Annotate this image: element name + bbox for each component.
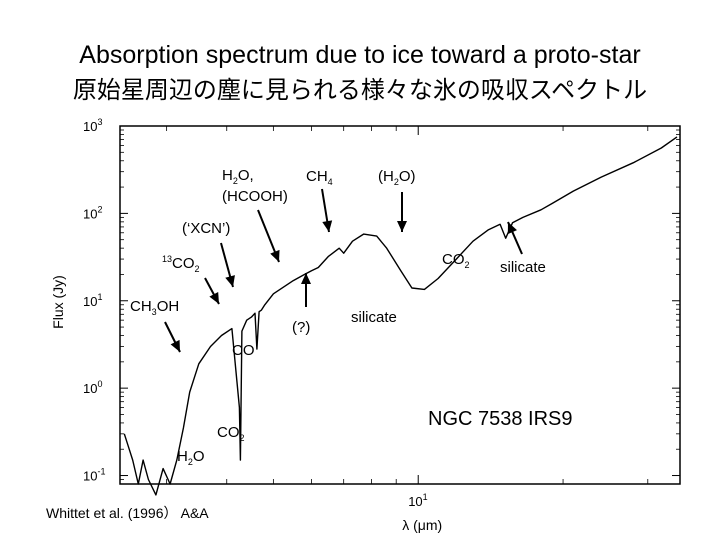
annotation-label: CH4​	[306, 168, 333, 187]
slide-title: Absorption spectrum due to ice toward a …	[79, 41, 641, 69]
label-fragment: 10	[83, 469, 97, 484]
x-tick-label: 101	[408, 492, 427, 509]
annotation-label: CO	[232, 342, 255, 359]
label-fragment: O)	[399, 168, 416, 185]
annotation-label: 13​CO2​	[162, 254, 200, 274]
slide-subtitle: 原始星周辺の塵に見られる様々な氷の吸収スペクトル	[72, 76, 648, 104]
annotation: silicate	[500, 221, 546, 276]
annotation: (‘XCN’)	[182, 220, 235, 288]
label-fragment: 10	[83, 119, 97, 134]
label-fragment: O	[193, 448, 205, 465]
annotation-label: silicate	[500, 259, 546, 276]
label-fragment: 10	[408, 494, 422, 509]
annotation-label: H2​O	[177, 448, 205, 467]
label-fragment: 2	[465, 260, 470, 270]
annotation-arrow-head	[170, 339, 180, 352]
y-tick-label: 101	[83, 292, 102, 309]
label-fragment: CO	[442, 251, 465, 268]
annotation-arrow-head	[322, 220, 333, 232]
annotation-label: (H2​O)	[378, 168, 416, 187]
annotation: (?)	[292, 273, 311, 336]
label-fragment: CO	[217, 424, 240, 441]
spectrum-line	[123, 136, 678, 496]
axis-ticks	[120, 125, 680, 484]
label-fragment: (HCOOH)	[222, 188, 288, 205]
label-fragment: 13	[162, 254, 172, 264]
annotation: (H2​O)	[378, 168, 416, 232]
annotation: H2​O	[177, 448, 205, 467]
annotation: CO2​	[217, 424, 245, 443]
label-fragment: 4	[328, 177, 333, 187]
label-fragment: 1	[97, 292, 102, 302]
label-fragment: 1	[423, 492, 428, 502]
label-fragment: -1	[97, 467, 105, 477]
label-fragment: 10	[83, 381, 97, 396]
label-fragment: 2	[233, 176, 238, 186]
label-fragment: H	[222, 167, 233, 184]
label-fragment: O,	[238, 167, 254, 184]
annotation-label: (HCOOH)	[222, 188, 288, 205]
label-fragment: 2	[240, 433, 245, 443]
annotation-arrow-head	[270, 249, 280, 262]
annotations-layer: CH3​OH 13​CO2​ (‘XCN’) H2​O, (HCOOH) CH4​ (H2​…	[130, 167, 546, 467]
annotation: 13​CO2​	[162, 254, 220, 305]
annotation: CO	[232, 342, 255, 359]
label-fragment: CH	[130, 298, 152, 315]
y-tick-label: 10-1	[83, 467, 105, 484]
label-fragment: CH	[306, 168, 328, 185]
series-layer	[123, 136, 678, 496]
label-fragment: 10	[83, 294, 97, 309]
annotation: silicate	[351, 309, 397, 326]
label-fragment: (‘XCN’)	[182, 220, 230, 237]
annotation-arrow-head	[209, 291, 219, 304]
label-fragment: 2	[97, 204, 102, 214]
annotation: CH3​OH	[130, 298, 181, 353]
label-fragment: H	[177, 448, 188, 465]
annotation-arrow-head	[507, 222, 517, 235]
label-fragment: silicate	[500, 259, 546, 276]
annotation-arrow-head	[225, 275, 235, 287]
object-label: NGC 7538 IRS9	[428, 408, 573, 430]
annotation: CO2​	[442, 251, 470, 270]
citation: Whittet et al. (1996） A&A	[46, 505, 209, 521]
label-fragment: 3	[97, 117, 102, 127]
label-fragment: 2	[394, 177, 399, 187]
label-fragment: 10	[83, 206, 97, 221]
label-fragment: (?)	[292, 319, 310, 336]
label-fragment: 2	[188, 457, 193, 467]
annotation-label: (‘XCN’)	[182, 220, 230, 237]
label-fragment: (H	[378, 168, 394, 185]
annotation-label: CO2​	[217, 424, 245, 443]
annotation-arrow-head	[397, 221, 407, 232]
label-fragment: 2	[195, 264, 200, 274]
annotation-label: (?)	[292, 319, 310, 336]
annotation-label: H2​O,	[222, 167, 254, 186]
x-axis-label: λ (μm)	[402, 517, 442, 533]
annotation-arrow-head	[301, 273, 311, 284]
label-fragment: CO	[232, 342, 255, 359]
annotation: H2​O, (HCOOH)	[222, 167, 288, 263]
annotation-label: silicate	[351, 309, 397, 326]
label-fragment: silicate	[351, 309, 397, 326]
label-fragment: OH	[157, 298, 180, 315]
label-fragment: 3	[152, 307, 157, 317]
y-axis-label: Flux (Jy)	[50, 275, 66, 329]
label-fragment: CO	[172, 255, 195, 272]
annotation-label: CO2​	[442, 251, 470, 270]
label-fragment: 0	[97, 379, 102, 389]
y-tick-label: 102	[83, 204, 102, 221]
annotation: CH4​	[306, 168, 333, 233]
annotation-label: CH3​OH	[130, 298, 179, 317]
y-tick-label: 100	[83, 379, 102, 396]
y-tick-label: 103	[83, 117, 102, 134]
